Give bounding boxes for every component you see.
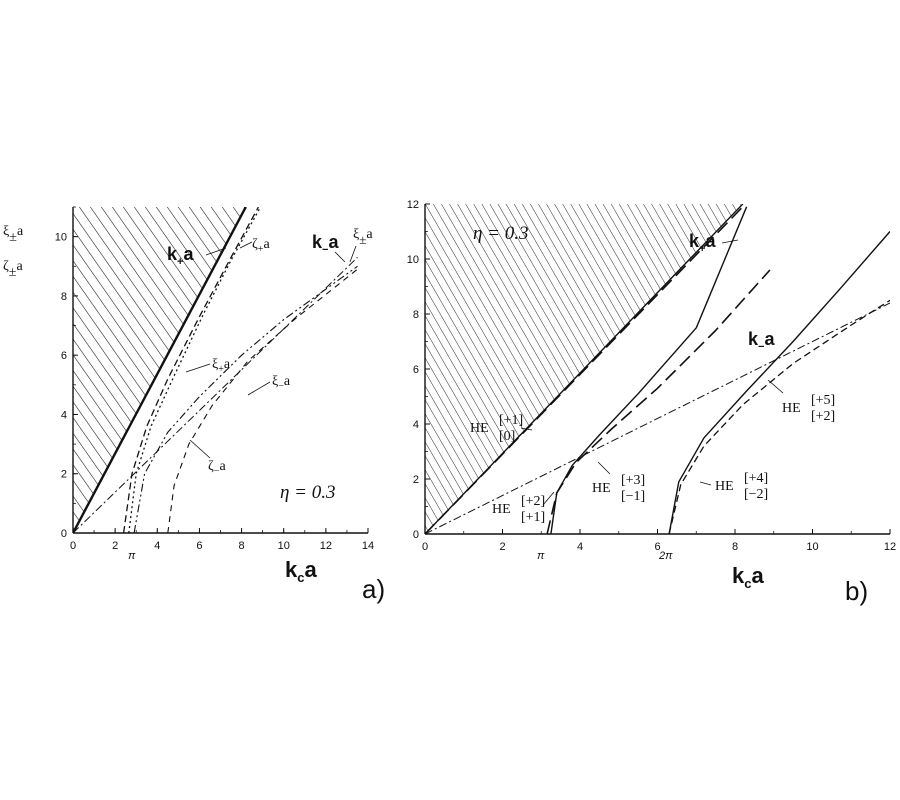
svg-text:[+3]: [+3]: [621, 473, 645, 488]
svg-text:[+5]: [+5]: [811, 393, 835, 408]
series-line-k-a: [425, 302, 890, 534]
panel-a-kplus-leader: [205, 247, 227, 256]
svg-text:[0]: [0]: [499, 429, 515, 444]
panel-a-ylabel-xi: ξ±a: [3, 224, 24, 245]
x-tick-label: 10: [278, 540, 290, 552]
panel-b-he5-leader: [767, 379, 784, 394]
series-line--a: [133, 265, 358, 533]
x-tick-label: 4: [577, 541, 583, 553]
panel-a-kplus-label: k+a: [167, 244, 194, 268]
panel-a-zeta-plus-label: ζ+a: [252, 237, 270, 255]
series-line--a: [122, 207, 259, 533]
x-tick-label: 8: [239, 540, 245, 552]
panel-b-he1-label: HE [+1] [0]: [470, 413, 523, 444]
panel-b-he2-leader: [542, 491, 555, 506]
svg-text:HE: HE: [782, 401, 801, 416]
x-tick-label: 10: [806, 541, 818, 553]
panel-a-eta: η = 0.3: [280, 482, 336, 503]
x-tick-label: 12: [320, 540, 332, 552]
svg-text:HE: HE: [592, 481, 611, 496]
panel-b-letter: b): [845, 576, 868, 606]
y-tick-label: 4: [61, 409, 67, 421]
y-tick-label: 10: [55, 232, 67, 244]
panel-b-eta: η = 0.3: [473, 223, 529, 244]
panel-a-xi-pm-label: ξ±a: [353, 227, 373, 247]
y-tick-label: 8: [413, 309, 419, 321]
series-line-k-a: [73, 257, 358, 533]
panel-a-ticks: 0 2 4 6 8 10 12 14 0 2 4 6 8 10: [55, 206, 374, 552]
panel-a-xi-minus-label: ξ−a: [272, 374, 291, 392]
series-line-k-a: [73, 207, 247, 533]
series-line--a: [167, 268, 358, 533]
x-tick-label: 2: [499, 541, 505, 553]
svg-text:[+2]: [+2]: [811, 409, 835, 424]
panel-b-kminus-label: k−a: [748, 329, 775, 353]
series-line-he-1-0-: [425, 206, 744, 534]
svg-text:HE: HE: [470, 421, 489, 436]
y-tick-label: 2: [61, 469, 67, 481]
panel-a-zeta-plus-leader: [239, 241, 253, 249]
x-tick-label: 0: [70, 540, 76, 552]
y-tick-label: 8: [61, 291, 67, 303]
panel-b-curves: [425, 204, 890, 534]
y-tick-label: 10: [407, 254, 419, 266]
panel-a-kminus-leader: [334, 251, 346, 263]
x-tick-label: 2: [112, 540, 118, 552]
panel-b-ticks: 0 2 4 6 8 10 12 0 2 4 6 8 10 12: [407, 199, 896, 553]
panel-a-zeta-minus-label: ζ−a: [208, 459, 226, 477]
series-line-k-a: [425, 204, 744, 534]
x-tick-label: 14: [362, 540, 374, 552]
svg-text:[+4]: [+4]: [744, 471, 768, 486]
series-line-he-3-1-: [546, 269, 771, 534]
panel-a-pi-tick: π: [128, 550, 136, 562]
panel-a-ylabel-zeta: ζ±a: [3, 259, 23, 280]
panel-b-2pi-tick: 2π: [658, 550, 673, 562]
svg-text:HE: HE: [715, 479, 734, 494]
x-tick-label: 8: [732, 541, 738, 553]
panel-b-kplus-leader: [721, 239, 739, 244]
x-tick-label: 6: [654, 541, 660, 553]
panel-b-kplus-label: k+a: [689, 231, 716, 255]
panel-a-curves: [73, 207, 358, 533]
x-tick-label: 12: [884, 541, 896, 553]
panel-b-he3-label: HE [+3] [−1]: [592, 473, 645, 504]
panel-a-kminus-label: k−a: [312, 232, 339, 256]
series-line-he-5-2-: [668, 231, 890, 534]
x-tick-label: 6: [196, 540, 202, 552]
x-tick-label: 4: [154, 540, 160, 552]
y-tick-label: 0: [413, 529, 419, 541]
svg-text:[+1]: [+1]: [521, 510, 545, 525]
panel-b-he1-leader: [520, 427, 533, 431]
panel-a: 0 2 4 6 8 10 12 14 0 2 4 6 8 10 π ξ±a ζ±a k+a ζ+a ξ+a…: [3, 206, 385, 604]
panel-b-xlabel: kca: [732, 563, 764, 591]
panel-a-xi-plus-leader: [185, 363, 211, 373]
panel-b-he4-label: HE [+4] [−2]: [715, 471, 768, 502]
panel-b-pi-tick: π: [537, 550, 545, 562]
panel-a-xi-pm-leader: [349, 245, 357, 263]
panel-b-he2-label: HE [+2] [+1]: [492, 494, 545, 525]
panel-b-he5-label: HE [+5] [+2]: [782, 393, 835, 424]
y-tick-label: 0: [61, 528, 67, 540]
series-line-he-4-2-: [668, 299, 890, 534]
y-tick-label: 12: [407, 199, 419, 211]
y-tick-label: 2: [413, 474, 419, 486]
panel-a-zeta-minus-leader: [189, 439, 211, 459]
svg-text:[−1]: [−1]: [621, 489, 645, 504]
panel-b-he4-leader: [699, 481, 712, 486]
panel-a-xlabel: kca: [285, 557, 317, 585]
svg-text:[−2]: [−2]: [744, 487, 768, 502]
panel-a-xi-plus-label: ξ+a: [212, 357, 231, 375]
svg-text:[+2]: [+2]: [521, 494, 545, 509]
panel-a-xi-minus-leader: [247, 381, 271, 396]
svg-text:[+1]: [+1]: [499, 413, 523, 428]
panel-b-he3-leader: [597, 461, 611, 475]
x-tick-label: 0: [422, 541, 428, 553]
y-tick-label: 6: [61, 350, 67, 362]
y-tick-label: 6: [413, 364, 419, 376]
svg-text:HE: HE: [492, 502, 511, 517]
panel-a-letter: a): [362, 574, 385, 604]
y-tick-label: 4: [413, 419, 419, 431]
